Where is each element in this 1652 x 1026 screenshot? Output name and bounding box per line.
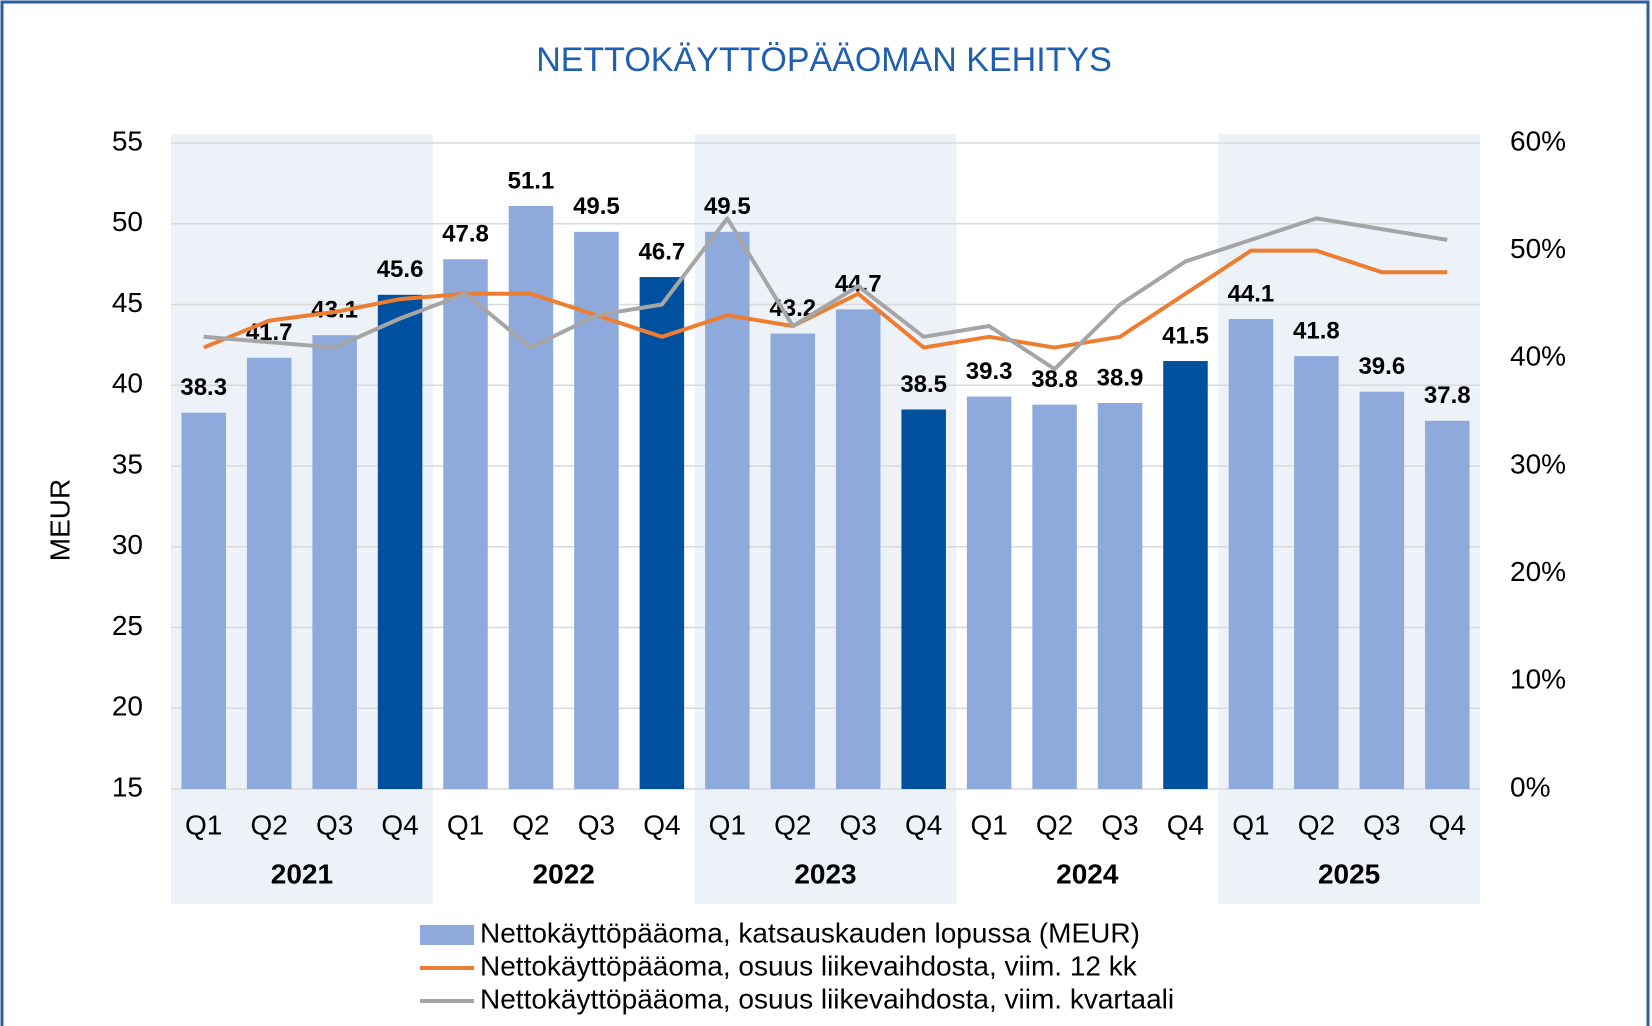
data-label: 39.6 (1358, 353, 1405, 380)
data-label: 45.6 (377, 256, 424, 283)
bar (312, 335, 357, 789)
legend-label: Nettokäyttöpääoma, osuus liikevaihdosta,… (480, 983, 1174, 1014)
x-tick-label: Q4 (1429, 809, 1466, 840)
data-label: 38.9 (1097, 364, 1144, 391)
data-label: 41.5 (1162, 322, 1209, 349)
bar (770, 333, 816, 789)
bar (1097, 403, 1143, 789)
data-label: 41.8 (1293, 318, 1340, 345)
data-label: 49.5 (573, 193, 620, 220)
x-tick-label: Q2 (512, 809, 549, 840)
chart-title: NETTOKÄYTTÖPÄÄOMAN KEHITYS (536, 41, 1112, 79)
year-label: 2023 (794, 858, 856, 889)
y-tick-label: 15 (112, 771, 143, 802)
year-label: 2025 (1318, 858, 1380, 889)
x-tick-label: Q3 (1101, 809, 1138, 840)
year-label: 2021 (271, 858, 333, 889)
x-tick-label: Q3 (578, 809, 615, 840)
legend-label: Nettokäyttöpääoma, katsauskauden lopussa… (480, 917, 1140, 948)
data-label: 49.5 (704, 193, 751, 220)
line (203, 216, 1448, 372)
x-tick-label: Q1 (709, 809, 746, 840)
x-tick-label: Q4 (905, 809, 942, 840)
bar (443, 259, 488, 789)
line (202, 248, 1448, 350)
data-label: 37.8 (1424, 382, 1471, 409)
bar (1032, 404, 1077, 789)
data-label: 39.3 (966, 358, 1013, 385)
bar (705, 231, 750, 789)
data-label: 44.1 (1228, 280, 1275, 307)
y2-tick-label: 60% (1510, 125, 1566, 156)
y2-tick-label: 10% (1510, 664, 1566, 695)
data-label: 51.1 (508, 167, 555, 194)
year-label: 2022 (533, 858, 595, 889)
y-tick-label: 50 (112, 206, 143, 237)
bar (1359, 391, 1405, 789)
x-tick-label: Q1 (447, 809, 484, 840)
legend-swatch (420, 925, 474, 945)
bar (1228, 319, 1274, 789)
bar (835, 309, 881, 789)
legend-label: Nettokäyttöpääoma, osuus liikevaihdosta,… (480, 950, 1138, 981)
x-tick-label: Q2 (1036, 809, 1073, 840)
x-tick-label: Q3 (840, 809, 877, 840)
data-label: 46.7 (639, 238, 686, 265)
y-axis-title: MEUR (44, 479, 75, 561)
bar (639, 277, 685, 789)
x-tick-label: Q1 (185, 809, 222, 840)
y-tick-label: 20 (112, 691, 143, 722)
y2-tick-label: 50% (1510, 233, 1566, 264)
bar (181, 412, 226, 789)
bar (1163, 361, 1208, 789)
y-tick-label: 55 (112, 125, 143, 156)
bar (966, 396, 1012, 789)
x-tick-label: Q4 (381, 809, 418, 840)
x-tick-label: Q1 (1232, 809, 1269, 840)
x-tick-label: Q3 (1363, 809, 1400, 840)
y-tick-label: 45 (112, 287, 143, 318)
bar (377, 294, 423, 789)
x-tick-label: Q2 (250, 809, 287, 840)
bar (901, 409, 946, 789)
x-tick-label: Q1 (970, 809, 1007, 840)
data-label: 47.8 (442, 221, 489, 248)
y-tick-label: 30 (112, 529, 143, 560)
y-tick-label: 25 (112, 610, 143, 641)
y-tick-label: 35 (112, 448, 143, 479)
bar (508, 205, 554, 790)
y2-tick-label: 0% (1510, 771, 1550, 802)
x-tick-label: Q4 (643, 809, 680, 840)
year-label: 2024 (1056, 858, 1119, 889)
bar (1294, 356, 1339, 789)
bar (246, 357, 292, 789)
data-label: 38.5 (900, 371, 947, 398)
y2-tick-label: 30% (1510, 448, 1566, 479)
y2-tick-label: 20% (1510, 556, 1566, 587)
x-tick-label: Q2 (1298, 809, 1335, 840)
x-tick-label: Q4 (1167, 809, 1204, 840)
y2-tick-label: 40% (1510, 341, 1566, 372)
x-tick-label: Q2 (774, 809, 811, 840)
y-tick-label: 40 (112, 368, 143, 399)
data-label: 38.3 (180, 374, 227, 401)
x-tick-label: Q3 (316, 809, 353, 840)
bar (1425, 420, 1470, 789)
